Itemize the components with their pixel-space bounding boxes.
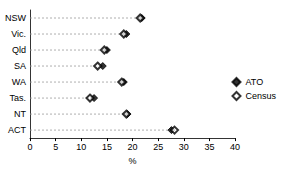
svg-text:20: 20 (127, 142, 137, 152)
svg-text:ACT: ACT (8, 125, 27, 135)
svg-text:30: 30 (179, 142, 189, 152)
svg-text:SA: SA (14, 61, 26, 71)
svg-text:NT: NT (14, 109, 26, 119)
svg-text:Vic.: Vic. (11, 29, 26, 39)
svg-text:Census: Census (245, 91, 276, 101)
svg-text:0: 0 (27, 142, 32, 152)
svg-text:10: 10 (76, 142, 86, 152)
svg-text:5: 5 (53, 142, 58, 152)
svg-text:Qld: Qld (12, 45, 26, 55)
svg-text:%: % (128, 156, 136, 166)
svg-text:WA: WA (12, 77, 26, 87)
svg-text:40: 40 (230, 142, 240, 152)
svg-text:Tas.: Tas. (9, 93, 26, 103)
svg-text:15: 15 (102, 142, 112, 152)
svg-text:25: 25 (153, 142, 163, 152)
svg-text:35: 35 (204, 142, 214, 152)
svg-text:NSW: NSW (5, 13, 27, 23)
svg-text:ATO: ATO (245, 77, 263, 87)
